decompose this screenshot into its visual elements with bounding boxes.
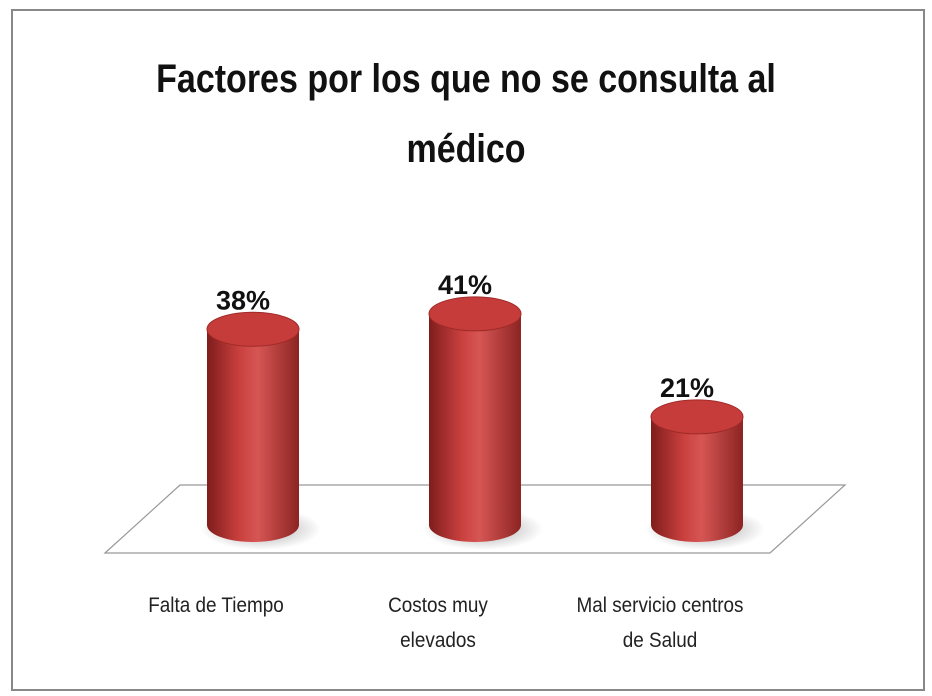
floor: [103, 484, 847, 554]
x-tick-label: Costos muy elevados: [388, 594, 488, 652]
bar: [207, 329, 299, 525]
bar-top: [206, 311, 300, 347]
bar-top: [428, 296, 522, 332]
value-label: 41%: [438, 270, 492, 300]
x-tick-label: Mal servicio centros de Salud: [576, 594, 744, 652]
bar-top: [650, 399, 744, 435]
bar-bottom: [651, 508, 743, 542]
chart-title: Factores por los que no se consulta al m…: [156, 57, 776, 171]
bar: [429, 313, 521, 525]
bar-bottom: [429, 508, 521, 542]
value-label: 38%: [216, 285, 270, 315]
value-label: 21%: [660, 373, 714, 403]
frame: [11, 9, 925, 691]
bar: [651, 416, 743, 525]
bar-bottom: [207, 508, 299, 542]
x-tick-label: Falta de Tiempo: [148, 594, 284, 617]
